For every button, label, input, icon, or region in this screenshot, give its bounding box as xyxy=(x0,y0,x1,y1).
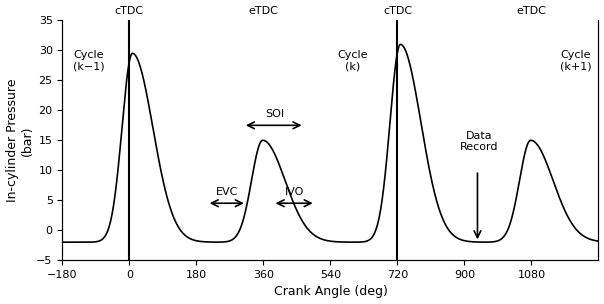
Text: EVC: EVC xyxy=(216,187,238,197)
Text: SOI: SOI xyxy=(265,109,284,119)
Text: IVO: IVO xyxy=(284,187,304,197)
Text: Cycle
(k): Cycle (k) xyxy=(338,50,368,72)
Text: Cycle
(k−1): Cycle (k−1) xyxy=(72,50,104,72)
Text: Data
Record: Data Record xyxy=(460,131,498,152)
X-axis label: Crank Angle (deg): Crank Angle (deg) xyxy=(274,285,387,299)
Y-axis label: In-cylinder Pressure
(bar): In-cylinder Pressure (bar) xyxy=(5,78,34,202)
Text: Cycle
(k+1): Cycle (k+1) xyxy=(561,50,592,72)
